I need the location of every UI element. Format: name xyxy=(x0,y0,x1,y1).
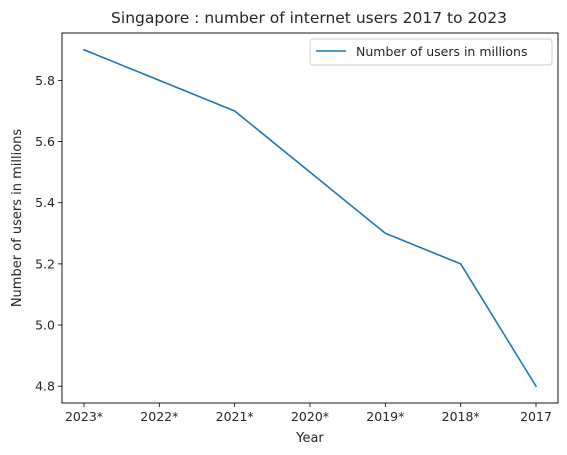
data-point xyxy=(383,231,387,235)
series-line-0 xyxy=(82,48,538,388)
data-point xyxy=(534,384,538,388)
x-tick-label: 2022* xyxy=(140,409,178,424)
y-tick-label: 5.6 xyxy=(35,134,55,149)
x-tick-label: 2018* xyxy=(442,409,480,424)
y-tick-label: 4.8 xyxy=(35,379,55,394)
legend-label: Number of users in millions xyxy=(356,44,527,59)
y-tick-label: 5.2 xyxy=(35,256,55,271)
x-axis-label: Year xyxy=(295,431,324,446)
x-tick-label: 2023* xyxy=(65,409,103,424)
y-tick-label: 5.8 xyxy=(35,73,55,88)
y-tick-label: 5.0 xyxy=(35,318,55,333)
y-axis-label: Number of users in millions xyxy=(10,129,25,308)
y-axis: 4.8 5.0 5.2 5.4 5.6 5.8 xyxy=(35,73,62,394)
plot-background xyxy=(62,33,558,403)
series-layer xyxy=(82,48,538,388)
legend-frame xyxy=(309,38,553,66)
chart-title: Singapore : number of internet users 201… xyxy=(111,9,507,27)
x-tick-label: 2017 xyxy=(520,409,552,424)
x-axis: 2023* 2022* 2021* 2020* 2019* 2018* 2017 xyxy=(65,403,552,424)
x-tick-label: 2021* xyxy=(216,409,254,424)
data-point xyxy=(308,170,312,174)
data-point xyxy=(82,48,86,52)
plot-area xyxy=(61,32,559,404)
x-tick-label: 2019* xyxy=(366,409,404,424)
data-point xyxy=(233,109,237,113)
data-point xyxy=(157,78,161,82)
x-tick-label: 2020* xyxy=(291,409,329,424)
legend: Number of users in millions xyxy=(309,38,553,66)
data-point xyxy=(459,262,463,266)
y-tick-label: 5.4 xyxy=(35,195,55,210)
